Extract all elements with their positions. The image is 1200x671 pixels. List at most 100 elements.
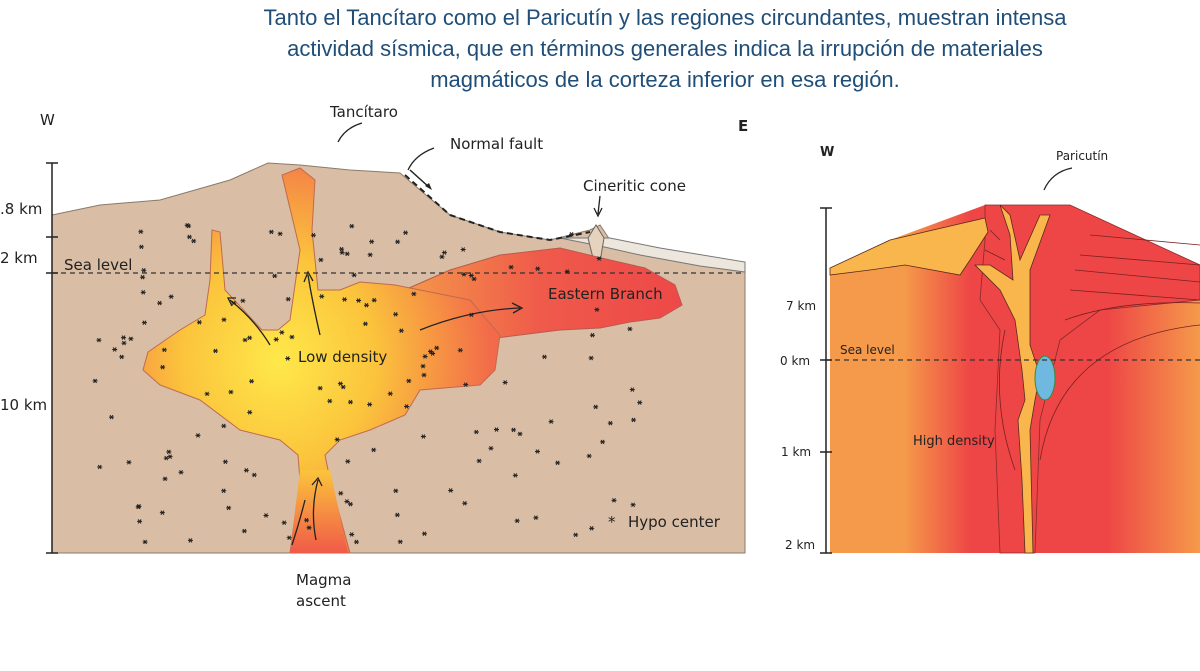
hypocenter-star: [339, 246, 345, 252]
magma-ascent-channel: [290, 470, 348, 553]
axis-label: 10 km: [0, 396, 47, 414]
hypocenter-star: [404, 404, 410, 409]
hypocenter-star: [403, 230, 409, 236]
hypocenter-star: [468, 273, 474, 278]
hypocenter-star: [345, 459, 351, 464]
hypocenter-star: [461, 272, 467, 277]
hypocenter-star: [629, 387, 635, 392]
hypocenter-star: [588, 355, 594, 361]
hypocenter-star: [555, 460, 561, 466]
hypocenter-star: [163, 455, 169, 461]
hypocenter-star: [204, 391, 210, 397]
hypocenter-star: [222, 459, 228, 465]
hypocenter-star: [121, 340, 127, 346]
hypocenter-star: [141, 320, 147, 325]
hypocenter-star: [318, 257, 324, 263]
hypocenter-star: [421, 531, 427, 537]
hypocenter-star: [420, 363, 426, 369]
hypocenter-star: [434, 345, 440, 351]
hypocenter-star: [221, 423, 227, 429]
hypocenter-star: [162, 476, 168, 482]
hypocenter-star: [119, 354, 125, 360]
hypocenter-star: [339, 250, 345, 255]
normal-fault-label: Normal fault: [450, 135, 543, 153]
hypocenter-star: [263, 513, 269, 518]
normal-fault-line: [404, 169, 591, 242]
hypocenter-star: [97, 464, 103, 470]
hypocenter-star: [596, 256, 602, 261]
magma-low-density-body: [142, 167, 501, 554]
hypocenter-star: [228, 389, 234, 395]
hypocenter-star: [533, 515, 539, 521]
hypocenter-star: [349, 532, 355, 537]
hypocenter-star: [573, 532, 579, 538]
hypocenter-star: [281, 520, 287, 525]
hypocenter-star: [277, 231, 283, 237]
hypocenter-star: [502, 380, 508, 385]
hypocenter-star: [286, 535, 292, 541]
west-label-right: W: [820, 145, 834, 160]
hypocenter-star: [137, 519, 143, 524]
hypocenter-star: [367, 252, 373, 258]
hypocenter-star: [186, 234, 192, 240]
hypocenter-star: [249, 378, 255, 384]
hypocenter-star: [268, 229, 274, 235]
hypocenter-star: [476, 458, 482, 464]
axis-label: 7 km: [786, 299, 816, 313]
hypocenter-star: [369, 239, 375, 244]
high-density-label: High density: [913, 434, 995, 449]
axis-label: 2 km: [785, 538, 815, 552]
axis-label: 0 km: [780, 354, 810, 368]
hypocenter-star: [422, 354, 428, 359]
axis-label: 2 km: [0, 249, 38, 267]
hypocenter-star: [393, 488, 399, 494]
title-line-3: magmáticos de la corteza inferior en esa…: [430, 67, 900, 92]
hypocenter-star: [126, 459, 132, 465]
hypocenter-star: [611, 498, 617, 503]
hypocenter-star: [463, 382, 469, 387]
hypocenter-star: [337, 381, 343, 386]
hypocenter-star: [462, 500, 468, 506]
hypocenter-star: [457, 347, 463, 353]
hypocenter-star: [548, 419, 554, 424]
hypocenter-star: [168, 294, 174, 299]
hypocenter-star: [353, 539, 359, 545]
hypocenter-star: [285, 296, 291, 302]
hypocenter-star: [586, 453, 592, 459]
hypocenter-star: [535, 449, 541, 454]
hypocenter-star: [406, 378, 412, 384]
tancitaro-arrow: [337, 122, 363, 143]
hypocenter-star: [243, 468, 249, 473]
hypocenter-star: [142, 539, 148, 545]
magma-chamber: [1034, 355, 1056, 401]
hypocenter-star: [140, 274, 146, 280]
ash-deposit: [559, 237, 746, 273]
hypocenter-star: [511, 427, 517, 433]
ash-layer: [829, 217, 989, 276]
west-label-left: W: [40, 111, 55, 129]
hypocenter-star: [514, 518, 520, 524]
hypocenter-star: [363, 302, 369, 308]
legend-hypo-center: Hypo center: [628, 513, 721, 531]
hypocenter-star: [637, 400, 643, 405]
hypocenter-star: [541, 354, 547, 360]
tancitaro-cross-section: W E .8 km 2 km 10 km Sea level Tancítaro…: [0, 103, 748, 610]
hypocenter-star: [306, 525, 312, 531]
hypocenter-star: [247, 410, 253, 415]
hypocenter-star: [371, 297, 377, 303]
hypocenter-star: [387, 391, 393, 397]
hypocenter-star: [159, 510, 165, 515]
hypocenter-star: [535, 266, 541, 272]
slide-title: Tanto el Tancítaro como el Paricutín y l…: [0, 2, 1200, 95]
hypocenter-star: [195, 433, 201, 438]
paricutin-arrow: [1043, 167, 1073, 191]
hypocenter-star: [338, 490, 344, 496]
hypocenter-star: [226, 505, 232, 511]
hypocenter-star: [157, 300, 163, 306]
hypocenter-star: [421, 372, 427, 378]
east-label-left: E: [738, 117, 748, 135]
paricutin-cross-section: W Paricutín 7 km 0 km 1 km 2 km Sea leve…: [780, 145, 1200, 554]
sea-level-label-right: Sea level: [840, 343, 895, 357]
hypocenter-star: [589, 526, 595, 531]
hypocenter-star: [285, 356, 291, 361]
